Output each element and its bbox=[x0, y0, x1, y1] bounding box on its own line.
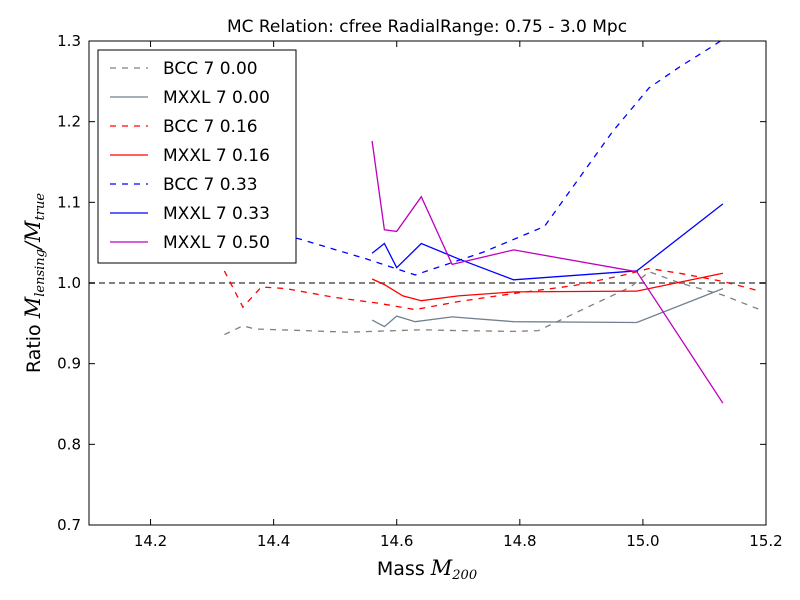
x-tick-label: 15.2 bbox=[749, 532, 782, 550]
series-layer bbox=[89, 41, 766, 404]
x-tick-label: 14.2 bbox=[134, 532, 167, 550]
x-tick-label: 15.0 bbox=[626, 532, 659, 550]
legend-label-4: BCC 7 0.33 bbox=[163, 175, 258, 195]
legend-label-6: MXXL 7 0.50 bbox=[163, 233, 270, 253]
ticks-layer: 14.2 14.4 14.6 14.8 15.0 15.2 0.7 0.8 0.9 1.0 1.1 1… bbox=[57, 32, 783, 550]
series-line-5 bbox=[371, 203, 724, 281]
legend-label-2: BCC 7 0.16 bbox=[163, 117, 258, 137]
chart-title: MC Relation: cfree RadialRange: 0.75 - 3… bbox=[227, 17, 627, 37]
y-tick-label: 0.7 bbox=[57, 516, 81, 534]
x-axis-label-text: Mass M200 bbox=[377, 556, 477, 583]
series-line-1 bbox=[371, 287, 724, 328]
x-tick-label: 14.4 bbox=[257, 532, 290, 550]
y-tick-label: 1.0 bbox=[57, 274, 81, 292]
x-tick-label: 14.8 bbox=[503, 532, 536, 550]
legend-label-5: MXXL 7 0.33 bbox=[163, 204, 270, 224]
x-tick-label: 14.6 bbox=[380, 532, 413, 550]
y-tick-label: 1.1 bbox=[57, 193, 81, 211]
series-line-6 bbox=[371, 140, 724, 404]
y-tick-label: 0.9 bbox=[57, 355, 81, 373]
x-axis-label: Mass M200 bbox=[377, 556, 477, 583]
y-tick-label: 1.3 bbox=[57, 32, 81, 50]
legend-box bbox=[97, 49, 297, 264]
y-axis-label: Ratio Mlensing/Mtrue bbox=[21, 193, 48, 373]
series-line-0 bbox=[224, 270, 761, 336]
legend-label-0: BCC 7 0.00 bbox=[163, 59, 258, 79]
legend-label-1: MXXL 7 0.00 bbox=[163, 88, 270, 108]
legend-label-3: MXXL 7 0.16 bbox=[163, 146, 270, 166]
y-tick-label: 1.2 bbox=[57, 113, 81, 131]
series-line-2 bbox=[223, 267, 760, 311]
y-axis-label-text: Ratio Mlensing/Mtrue bbox=[21, 193, 48, 373]
series-line-3 bbox=[371, 272, 724, 302]
series-line-4 bbox=[236, 41, 722, 276]
legend: BCC 7 0.00 MXXL 7 0.00 BCC 7 0.16 MXXL 7 0.… bbox=[97, 49, 297, 264]
y-tick-label: 0.8 bbox=[57, 435, 81, 453]
